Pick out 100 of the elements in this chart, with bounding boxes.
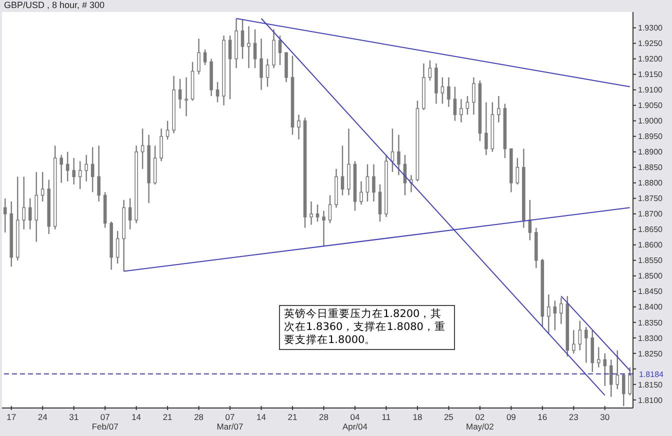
x-tick-label: 24 bbox=[38, 412, 48, 422]
y-tick-label: 1.8250 bbox=[638, 349, 664, 358]
y-tick-label: 1.8850 bbox=[638, 163, 664, 172]
candlestick bbox=[372, 164, 376, 202]
x-tick-label: 18 bbox=[412, 412, 422, 422]
candlestick bbox=[72, 157, 76, 186]
candlestick bbox=[216, 81, 220, 103]
candlestick bbox=[547, 294, 550, 334]
candlestick bbox=[316, 204, 320, 222]
candlestick bbox=[340, 145, 344, 196]
candlestick bbox=[22, 176, 26, 230]
y-tick-label: 1.9250 bbox=[638, 39, 664, 48]
candlestick bbox=[128, 198, 132, 230]
candlestick bbox=[453, 86, 457, 122]
candlestick bbox=[90, 146, 94, 193]
candlestick bbox=[360, 180, 363, 206]
candlestick bbox=[322, 210, 326, 248]
candlestick bbox=[97, 145, 100, 202]
x-tick-label: 25 bbox=[444, 412, 454, 422]
candlestick bbox=[366, 164, 370, 202]
candlestick bbox=[140, 128, 144, 170]
ref-line-label: 1.8184 bbox=[639, 370, 664, 379]
candlestick bbox=[228, 34, 232, 100]
x-tick-label: 31 bbox=[69, 412, 79, 422]
candlestick bbox=[3, 198, 7, 234]
y-tick-label: 1.8800 bbox=[638, 178, 664, 188]
y-tick-label: 1.8450 bbox=[638, 287, 664, 296]
candlestick bbox=[60, 154, 64, 184]
candlestick bbox=[203, 48, 207, 66]
y-tick-label: 1.8100 bbox=[638, 396, 664, 405]
x-tick-label: 30 bbox=[600, 412, 610, 422]
chart-title: GBP/USD , 8 hour, # 300 bbox=[4, 0, 105, 11]
y-tick-label: 1.8300 bbox=[638, 334, 664, 343]
y-tick-label: 1.8950 bbox=[638, 132, 664, 142]
candlestick bbox=[247, 26, 250, 69]
candlestick bbox=[596, 346, 600, 368]
candlestick bbox=[572, 330, 576, 354]
candlestick bbox=[328, 194, 332, 224]
x-tick-label: 07 Mar/07 bbox=[216, 412, 244, 432]
candlestick bbox=[447, 76, 450, 108]
y-tick-label: 1.8350 bbox=[638, 318, 664, 328]
candlestick bbox=[516, 157, 520, 186]
candlestick bbox=[297, 114, 300, 140]
candlestick bbox=[253, 28, 257, 69]
candlestick bbox=[166, 120, 170, 140]
y-tick-label: 1.8650 bbox=[638, 225, 664, 234]
candlestick bbox=[40, 171, 44, 202]
y-tick-label: 1.9050 bbox=[638, 101, 664, 110]
x-tick-label: 17 bbox=[6, 412, 16, 422]
x-tick-label: 21 bbox=[288, 412, 298, 422]
candlestick bbox=[66, 151, 70, 182]
candlestick bbox=[160, 128, 163, 162]
y-tick-label: 1.9150 bbox=[638, 70, 664, 80]
y-tick-label: 1.8750 bbox=[638, 194, 664, 204]
candlestick bbox=[378, 184, 382, 222]
candlestick bbox=[260, 38, 263, 90]
candlestick bbox=[116, 230, 120, 264]
candlestick bbox=[584, 326, 588, 364]
candlestick bbox=[497, 95, 500, 123]
candlestick bbox=[84, 154, 88, 182]
y-tick-label: 1.8900 bbox=[638, 148, 664, 157]
x-tick-label: 09 bbox=[506, 412, 516, 422]
x-tick-label: 14 bbox=[132, 412, 142, 422]
candlestick bbox=[609, 359, 613, 398]
candlestick bbox=[78, 160, 82, 190]
candlestick bbox=[240, 19, 244, 60]
candlestick bbox=[578, 320, 582, 351]
annotation: 英镑今日重要压力在1.8200，其次在1.8360，支撑在1.8080，重要支撑在1.8000。 bbox=[279, 305, 455, 350]
y-tick-label: 1.9100 bbox=[638, 86, 664, 95]
x-tick-label: 14 bbox=[256, 412, 266, 422]
x-tick-label: 04 Apr/04 bbox=[342, 412, 368, 432]
y-tick-label: 1.9000 bbox=[638, 116, 664, 126]
x-tick-label: 23 bbox=[568, 412, 579, 422]
candlestick bbox=[472, 76, 476, 116]
candlestick bbox=[484, 102, 488, 156]
candlestick bbox=[178, 78, 182, 110]
y-tick-label: 1.8600 bbox=[638, 240, 664, 250]
candlestick bbox=[560, 297, 563, 325]
candlestick bbox=[440, 76, 444, 104]
candlestick bbox=[184, 76, 188, 117]
candlestick bbox=[616, 350, 620, 390]
candlestick bbox=[460, 98, 463, 123]
candlestick bbox=[266, 58, 270, 88]
x-tick-label: 16 bbox=[538, 412, 548, 422]
candlestick bbox=[397, 134, 400, 176]
candlestick bbox=[28, 198, 32, 230]
candlestick bbox=[310, 200, 313, 226]
candlestick bbox=[428, 60, 432, 82]
candlestick bbox=[603, 352, 607, 387]
y-tick-label: 1.8400 bbox=[638, 302, 664, 312]
candlestick bbox=[466, 95, 470, 116]
y-tick-label: 1.8700 bbox=[638, 210, 664, 219]
candlestick bbox=[622, 372, 626, 407]
candlestick bbox=[197, 38, 200, 75]
y-tick-label: 1.8550 bbox=[638, 256, 664, 266]
y-tick-label: 1.9300 bbox=[638, 24, 664, 33]
x-tick-label: 11 bbox=[382, 412, 391, 422]
y-tick-label: 1.8150 bbox=[638, 380, 664, 390]
y-tick-label: 1.8500 bbox=[638, 272, 664, 281]
x-tick-label: 28 bbox=[319, 412, 329, 422]
